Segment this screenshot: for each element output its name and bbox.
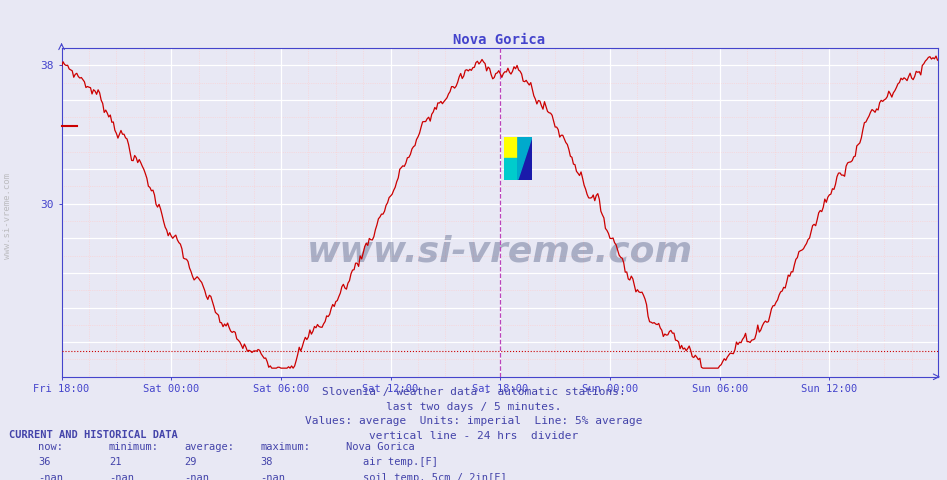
Text: Slovenia / weather data - automatic stations.: Slovenia / weather data - automatic stat… bbox=[322, 387, 625, 397]
Text: now:: now: bbox=[38, 442, 63, 452]
Text: 36: 36 bbox=[38, 457, 50, 468]
Text: vertical line - 24 hrs  divider: vertical line - 24 hrs divider bbox=[369, 431, 578, 441]
Text: 29: 29 bbox=[185, 457, 197, 468]
Text: -nan: -nan bbox=[260, 473, 285, 480]
Text: Values: average  Units: imperial  Line: 5% average: Values: average Units: imperial Line: 5%… bbox=[305, 416, 642, 426]
Bar bbox=[518, 137, 532, 180]
Text: 38: 38 bbox=[260, 457, 273, 468]
Text: soil temp. 5cm / 2in[F]: soil temp. 5cm / 2in[F] bbox=[363, 473, 507, 480]
Text: www.si-vreme.com: www.si-vreme.com bbox=[307, 235, 692, 269]
Text: -nan: -nan bbox=[38, 473, 63, 480]
Text: www.si-vreme.com: www.si-vreme.com bbox=[3, 173, 12, 259]
Text: average:: average: bbox=[185, 442, 235, 452]
Title: Nova Gorica: Nova Gorica bbox=[454, 33, 545, 47]
Text: -nan: -nan bbox=[109, 473, 134, 480]
Text: minimum:: minimum: bbox=[109, 442, 159, 452]
Text: 21: 21 bbox=[109, 457, 121, 468]
Bar bbox=[504, 158, 518, 180]
Text: CURRENT AND HISTORICAL DATA: CURRENT AND HISTORICAL DATA bbox=[9, 430, 178, 440]
Text: air temp.[F]: air temp.[F] bbox=[363, 457, 438, 468]
Text: -nan: -nan bbox=[185, 473, 209, 480]
Text: maximum:: maximum: bbox=[260, 442, 311, 452]
Polygon shape bbox=[518, 137, 532, 180]
Bar bbox=[504, 137, 518, 158]
Text: Nova Gorica: Nova Gorica bbox=[346, 442, 415, 452]
Text: last two days / 5 minutes.: last two days / 5 minutes. bbox=[385, 402, 562, 412]
